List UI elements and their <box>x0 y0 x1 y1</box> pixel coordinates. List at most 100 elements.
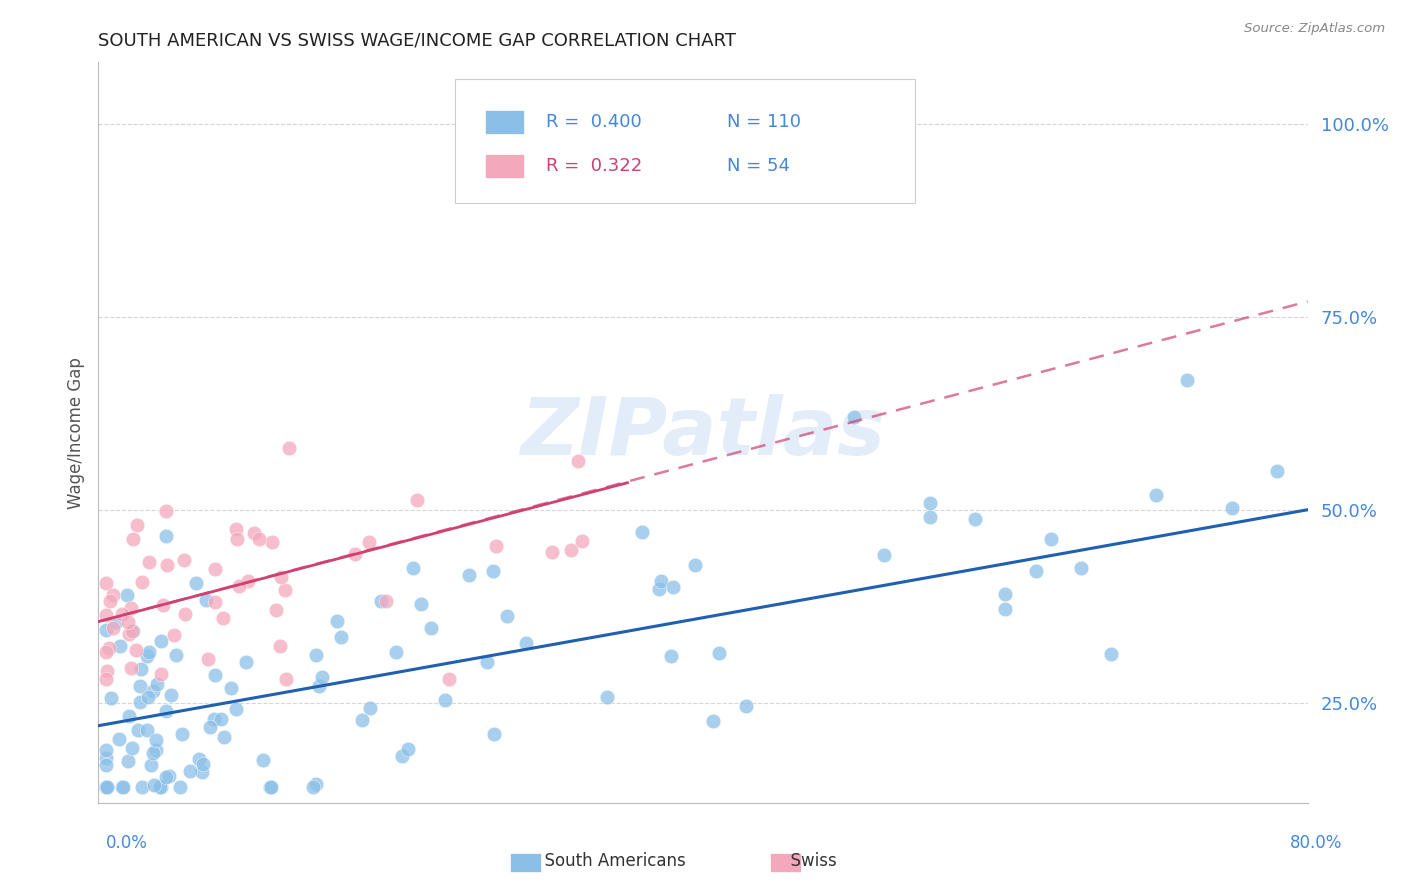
Point <box>249 532 271 546</box>
Point <box>406 492 429 507</box>
Text: N = 54: N = 54 <box>727 157 790 175</box>
Point <box>343 547 366 561</box>
Point <box>326 614 349 628</box>
Point <box>155 503 177 517</box>
Point <box>155 770 177 784</box>
Point <box>121 533 143 547</box>
Point <box>918 495 941 509</box>
Point <box>146 676 169 690</box>
Point <box>111 607 134 621</box>
Point <box>94 575 117 590</box>
Point <box>595 690 617 705</box>
Point <box>173 607 195 622</box>
Point <box>108 639 131 653</box>
Point <box>235 655 257 669</box>
Point <box>155 704 177 718</box>
Point <box>262 534 284 549</box>
Point <box>94 743 117 757</box>
Point <box>179 764 201 778</box>
FancyBboxPatch shape <box>456 78 915 203</box>
Point <box>138 555 160 569</box>
Point <box>402 561 425 575</box>
Text: South Americans: South Americans <box>534 852 686 870</box>
Point <box>108 732 131 747</box>
Point <box>458 568 481 582</box>
Point <box>111 780 134 795</box>
Point <box>1267 464 1289 478</box>
Point <box>163 628 186 642</box>
Text: Source: ZipAtlas.com: Source: ZipAtlas.com <box>1244 22 1385 36</box>
Point <box>96 664 118 678</box>
Point <box>735 698 758 713</box>
Point <box>844 410 866 425</box>
Point <box>135 649 157 664</box>
Point <box>155 529 177 543</box>
Point <box>204 668 226 682</box>
Point <box>204 562 226 576</box>
Point <box>274 673 297 687</box>
Point <box>385 645 408 659</box>
Point <box>150 780 173 795</box>
Point <box>631 525 654 540</box>
Point <box>484 727 506 741</box>
Point <box>212 611 235 625</box>
Point <box>228 578 250 592</box>
Point <box>1099 647 1122 661</box>
Point <box>420 622 443 636</box>
Point <box>1070 561 1092 575</box>
Point <box>121 624 143 638</box>
Point <box>120 661 142 675</box>
Point <box>100 691 122 706</box>
Point <box>260 780 283 795</box>
Point <box>305 648 328 663</box>
Point <box>1024 564 1046 578</box>
Point <box>411 597 433 611</box>
Point <box>125 518 148 533</box>
Point <box>330 630 353 644</box>
Point <box>142 684 165 698</box>
Text: N = 110: N = 110 <box>727 112 801 130</box>
Point <box>159 688 181 702</box>
Point <box>150 667 173 681</box>
Point <box>540 545 562 559</box>
Point <box>994 587 1017 601</box>
Point <box>94 673 117 687</box>
Point <box>150 634 173 648</box>
Point <box>214 730 236 744</box>
Point <box>129 661 152 675</box>
Point <box>94 757 117 772</box>
Point <box>190 764 212 779</box>
Point <box>187 752 209 766</box>
Point <box>1039 532 1062 546</box>
Point <box>94 607 117 622</box>
Point <box>225 522 247 536</box>
Point <box>702 714 724 728</box>
Point <box>357 535 380 549</box>
Point <box>156 558 179 573</box>
Point <box>115 588 138 602</box>
Point <box>302 780 325 795</box>
Point <box>482 564 505 578</box>
Point <box>152 599 174 613</box>
Point <box>184 576 207 591</box>
FancyBboxPatch shape <box>485 110 524 134</box>
FancyBboxPatch shape <box>485 154 524 178</box>
Point <box>437 673 460 687</box>
Point <box>142 746 165 760</box>
Point <box>101 588 124 602</box>
Point <box>226 532 249 546</box>
Point <box>571 533 593 548</box>
Point <box>359 700 381 714</box>
Point <box>125 643 148 657</box>
Point <box>311 670 333 684</box>
Text: 0.0%: 0.0% <box>105 834 148 852</box>
Text: R =  0.400: R = 0.400 <box>546 112 641 130</box>
Point <box>94 645 117 659</box>
Point <box>560 542 582 557</box>
Point <box>225 702 247 716</box>
Point <box>97 640 120 655</box>
Point <box>1220 500 1243 515</box>
Point <box>238 574 260 589</box>
Point <box>195 592 218 607</box>
Point <box>1175 373 1198 387</box>
